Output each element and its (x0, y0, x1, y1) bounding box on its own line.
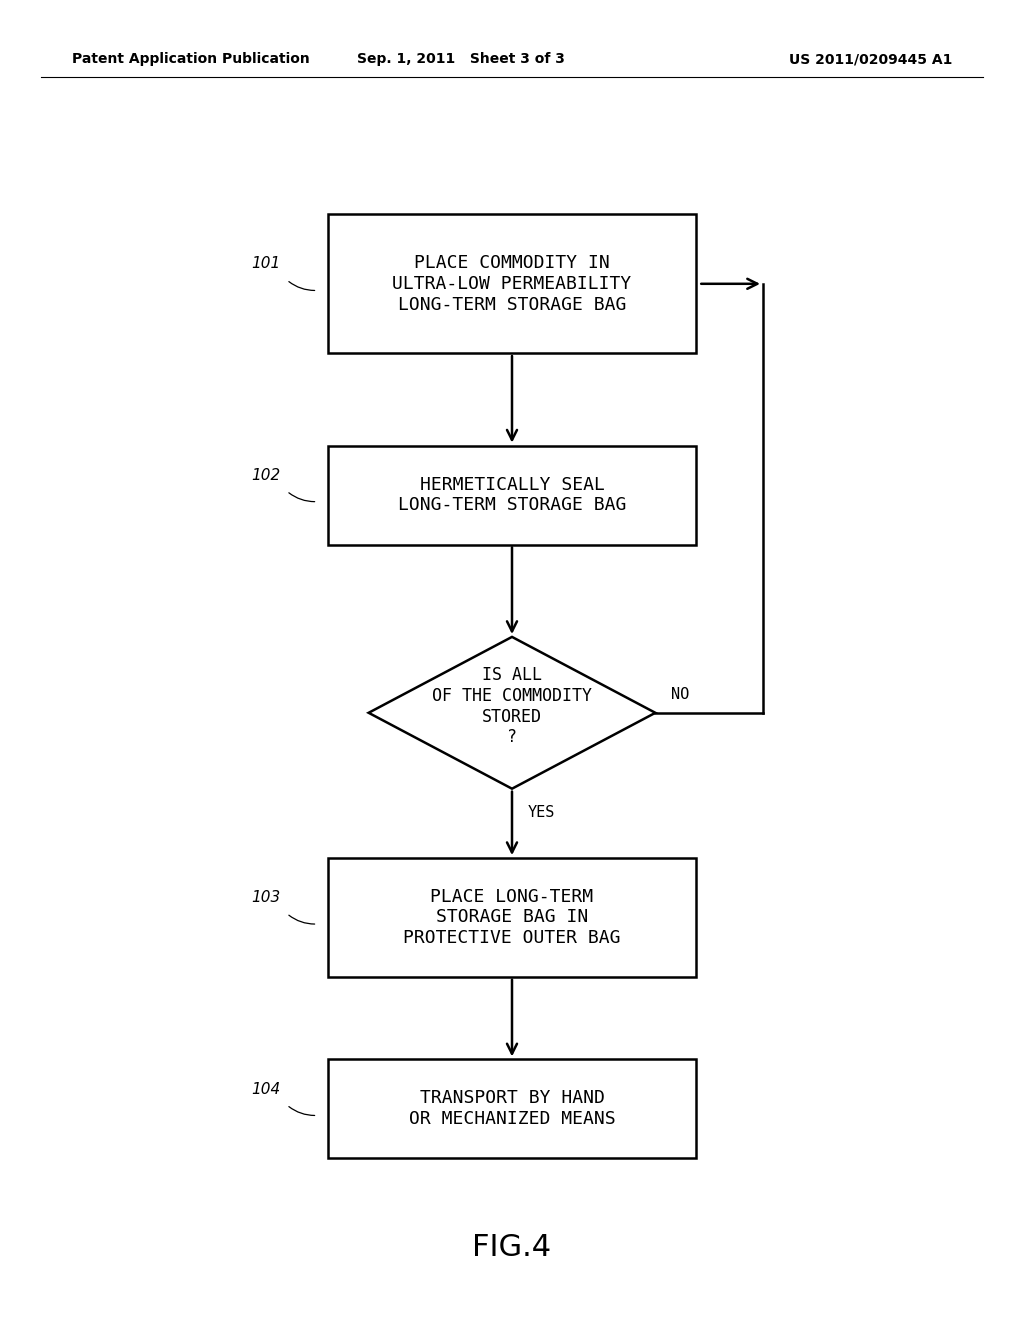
Text: 104: 104 (251, 1081, 281, 1097)
Text: Sep. 1, 2011   Sheet 3 of 3: Sep. 1, 2011 Sheet 3 of 3 (356, 53, 565, 66)
Text: 102: 102 (251, 467, 281, 483)
Text: 103: 103 (251, 890, 281, 906)
Text: PLACE LONG-TERM
STORAGE BAG IN
PROTECTIVE OUTER BAG: PLACE LONG-TERM STORAGE BAG IN PROTECTIV… (403, 887, 621, 948)
Text: IS ALL
OF THE COMMODITY
STORED
?: IS ALL OF THE COMMODITY STORED ? (432, 667, 592, 746)
Bar (328, 214, 696, 352)
Bar (328, 446, 696, 544)
Text: PLACE COMMODITY IN
ULTRA-LOW PERMEABILITY
LONG-TERM STORAGE BAG: PLACE COMMODITY IN ULTRA-LOW PERMEABILIT… (392, 253, 632, 314)
Text: HERMETICALLY SEAL
LONG-TERM STORAGE BAG: HERMETICALLY SEAL LONG-TERM STORAGE BAG (397, 475, 627, 515)
Text: NO: NO (671, 688, 689, 702)
Text: TRANSPORT BY HAND
OR MECHANIZED MEANS: TRANSPORT BY HAND OR MECHANIZED MEANS (409, 1089, 615, 1129)
Bar (328, 858, 696, 977)
Text: US 2011/0209445 A1: US 2011/0209445 A1 (788, 53, 952, 66)
Polygon shape (369, 636, 655, 788)
Text: FIG.4: FIG.4 (472, 1233, 552, 1262)
Text: 101: 101 (251, 256, 281, 272)
Bar (328, 1059, 696, 1159)
Text: Patent Application Publication: Patent Application Publication (72, 53, 309, 66)
Text: YES: YES (527, 804, 555, 820)
